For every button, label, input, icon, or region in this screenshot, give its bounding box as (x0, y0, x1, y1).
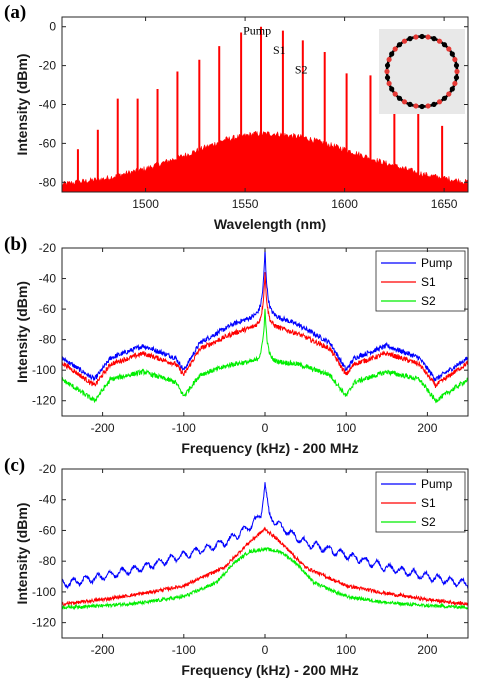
annotation-s2: S2 (295, 62, 308, 76)
ring-bead (453, 62, 460, 69)
series-pump-line (62, 482, 468, 590)
x-tick-label: -200 (91, 643, 115, 657)
x-tick-label: 1500 (132, 197, 159, 211)
ring-bead (396, 42, 403, 48)
ring-bead (446, 91, 452, 97)
ring-bead (449, 86, 455, 92)
ring-bead (413, 34, 419, 40)
y-tick-label: -60 (39, 523, 57, 537)
ring-bead (401, 99, 408, 105)
ring-bead (384, 62, 391, 69)
y-tick-label: -80 (39, 333, 57, 347)
y-tick-label: -60 (39, 302, 57, 316)
ring-bead (392, 91, 398, 97)
series-s2-line (62, 546, 468, 611)
panel-label: (c) (4, 455, 25, 476)
ring-bead (452, 56, 458, 63)
ring-bead (431, 101, 437, 107)
ring-bead (436, 38, 443, 44)
ring-bead (431, 36, 437, 42)
ring-bead (425, 103, 431, 109)
y-tick-label: -40 (39, 272, 57, 286)
y-tick-label: -120 (32, 616, 56, 630)
ring-bead (407, 36, 413, 42)
ring-bead (453, 74, 460, 81)
series-s1-line (62, 272, 468, 388)
inset-background (379, 29, 465, 114)
x-tick-label: 200 (417, 643, 437, 657)
plot-content-0 (62, 26, 468, 192)
x-tick-label: -100 (172, 643, 196, 657)
ring-bead (389, 86, 395, 92)
y-tick-label: -80 (39, 175, 57, 189)
ring-bead (419, 103, 425, 110)
x-tick-label: 200 (417, 421, 437, 435)
ring-bead (419, 33, 425, 40)
y-tick-label: -20 (39, 59, 57, 73)
ring-bead (396, 95, 403, 101)
y-tick-label: -120 (32, 394, 56, 408)
x-axis-label: Wavelength (nm) (214, 216, 326, 232)
ring-bead (407, 101, 413, 107)
y-tick-label: -20 (39, 462, 57, 476)
x-tick-label: 100 (336, 643, 356, 657)
noise-floor-envelope (62, 130, 468, 192)
annotation-s1: S1 (273, 43, 286, 57)
legend-label-s2: S2 (421, 515, 436, 529)
series-s2-line (62, 308, 468, 404)
y-tick-label: -20 (39, 241, 57, 255)
y-tick-label: -100 (32, 585, 56, 599)
y-axis-label: Intensity (dBm) (14, 281, 30, 383)
x-tick-label: 0 (262, 421, 269, 435)
ring-bead (436, 99, 443, 105)
panel-label: (b) (4, 234, 27, 255)
ring-bead (446, 46, 452, 52)
y-tick-label: -40 (39, 493, 57, 507)
y-tick-label: -80 (39, 554, 57, 568)
ring-bead (413, 103, 419, 109)
x-tick-label: 1600 (331, 197, 358, 211)
y-axis-label: Intensity (dBm) (14, 503, 30, 605)
ring-bead (452, 80, 458, 87)
x-axis-label: Frequency (kHz) - 200 MHz (181, 440, 358, 456)
legend-label-s1: S1 (421, 275, 436, 289)
legend-label-s2: S2 (421, 294, 436, 308)
series-s1-line (62, 526, 468, 607)
ring-bead (384, 74, 391, 81)
y-tick-label: -100 (32, 363, 56, 377)
ring-bead (392, 46, 398, 52)
x-tick-label: 100 (336, 421, 356, 435)
ring-bead (454, 68, 460, 75)
legend-label-pump: Pump (421, 256, 453, 270)
ring-bead (386, 56, 392, 63)
ring-bead (441, 42, 448, 48)
y-tick-label: -40 (39, 98, 57, 112)
x-tick-label: 1550 (232, 197, 259, 211)
panel-label: (a) (4, 2, 26, 23)
annotation-pump: Pump (243, 24, 271, 38)
plot-content-2 (62, 482, 468, 611)
ring-bead (384, 68, 390, 75)
legend-label-s1: S1 (421, 496, 436, 510)
x-tick-label: 0 (262, 643, 269, 657)
x-axis-label: Frequency (kHz) - 200 MHz (181, 662, 358, 678)
panel-1: Pump S1 S2 -200 -100 0 100 200 -20 -40 -60 -80 -100 -… (4, 234, 469, 456)
ring-bead (401, 38, 408, 44)
y-axis-label: Intensity (dBm) (14, 54, 30, 156)
ring-bead (425, 34, 431, 40)
ring-bead (449, 51, 455, 57)
ring-bead (441, 95, 448, 101)
x-tick-label: 1650 (431, 197, 458, 211)
ring-bead (389, 51, 395, 57)
x-tick-label: -100 (172, 421, 196, 435)
legend-label-pump: Pump (421, 477, 453, 491)
y-tick-label: 0 (49, 20, 56, 34)
panel-2: Pump S1 S2 -200 -100 0 100 200 -20 -40 -60 -80 -100 -… (4, 455, 469, 678)
y-tick-label: -60 (39, 136, 57, 150)
ring-bead (386, 80, 392, 87)
x-tick-label: -200 (91, 421, 115, 435)
